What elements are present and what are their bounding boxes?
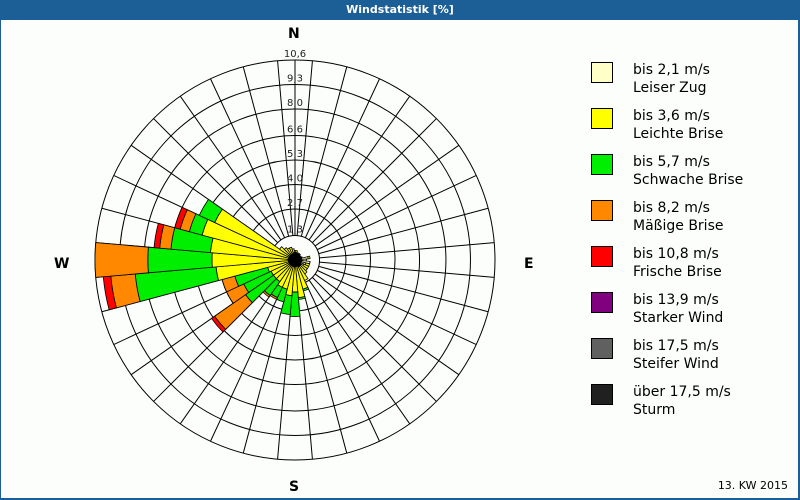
radial-tick-labels: 1,3 2,7 4,0 5,3 6,6 8,0 9,3 10,6 bbox=[284, 49, 306, 235]
svg-text:1,3: 1,3 bbox=[287, 224, 303, 235]
legend-range: bis 17,5 m/s bbox=[633, 338, 719, 354]
legend-swatch bbox=[591, 292, 613, 313]
legend-range: bis 5,7 m/s bbox=[633, 154, 710, 170]
legend-item: bis 10,8 m/s Frische Brise bbox=[591, 244, 791, 290]
legend-name: Leichte Brise bbox=[633, 126, 724, 142]
legend-swatch bbox=[591, 246, 613, 267]
chart-panel: 1,3 2,7 4,0 5,3 6,6 8,0 9,3 10,6 N E S W bis 2,… bbox=[1, 20, 798, 498]
legend-swatch bbox=[591, 154, 613, 175]
legend: bis 2,1 m/s Leiser Zug bis 3,6 m/s Leichte… bbox=[591, 60, 791, 428]
compass-east-label: E bbox=[524, 256, 534, 272]
wind-rose-chart: 1,3 2,7 4,0 5,3 6,6 8,0 9,3 10,6 bbox=[94, 49, 496, 461]
svg-text:4,0: 4,0 bbox=[287, 174, 303, 185]
compass-south-label: S bbox=[289, 479, 300, 495]
legend-range: bis 2,1 m/s bbox=[633, 62, 710, 78]
legend-name: Schwache Brise bbox=[633, 172, 744, 188]
legend-name: Mäßige Brise bbox=[633, 218, 724, 234]
svg-text:6,6: 6,6 bbox=[287, 124, 303, 135]
legend-name: Starker Wind bbox=[633, 310, 724, 326]
svg-text:10,6: 10,6 bbox=[284, 49, 306, 60]
legend-item: bis 5,7 m/s Schwache Brise bbox=[591, 152, 791, 198]
wind-rose-bars bbox=[94, 198, 311, 333]
legend-swatch bbox=[591, 338, 613, 359]
period-label: 13. KW 2015 bbox=[717, 479, 788, 492]
legend-item: über 17,5 m/s Sturm bbox=[591, 382, 791, 428]
svg-text:8,0: 8,0 bbox=[287, 98, 303, 109]
legend-item: bis 13,9 m/s Starker Wind bbox=[591, 290, 791, 336]
legend-range: bis 13,9 m/s bbox=[633, 292, 719, 308]
legend-swatch bbox=[591, 62, 613, 83]
legend-range: über 17,5 m/s bbox=[633, 384, 731, 400]
compass-north-label: N bbox=[288, 26, 300, 42]
svg-text:5,3: 5,3 bbox=[287, 149, 303, 160]
legend-name: Steifer Wind bbox=[633, 356, 719, 372]
legend-range: bis 8,2 m/s bbox=[633, 200, 710, 216]
legend-item: bis 17,5 m/s Steifer Wind bbox=[591, 336, 791, 382]
legend-name: Leiser Zug bbox=[633, 80, 707, 96]
legend-swatch bbox=[591, 108, 613, 129]
legend-range: bis 3,6 m/s bbox=[633, 108, 710, 124]
legend-name: Frische Brise bbox=[633, 264, 722, 280]
legend-swatch bbox=[591, 384, 613, 405]
legend-name: Sturm bbox=[633, 402, 676, 418]
legend-item: bis 8,2 m/s Mäßige Brise bbox=[591, 198, 791, 244]
legend-range: bis 10,8 m/s bbox=[633, 246, 719, 262]
legend-swatch bbox=[591, 200, 613, 221]
legend-item: bis 2,1 m/s Leiser Zug bbox=[591, 60, 791, 106]
svg-text:9,3: 9,3 bbox=[287, 74, 303, 85]
window-title: Windstatistik [%] bbox=[0, 0, 800, 20]
svg-text:2,7: 2,7 bbox=[287, 198, 303, 209]
legend-item: bis 3,6 m/s Leichte Brise bbox=[591, 106, 791, 152]
compass-west-label: W bbox=[54, 256, 70, 272]
